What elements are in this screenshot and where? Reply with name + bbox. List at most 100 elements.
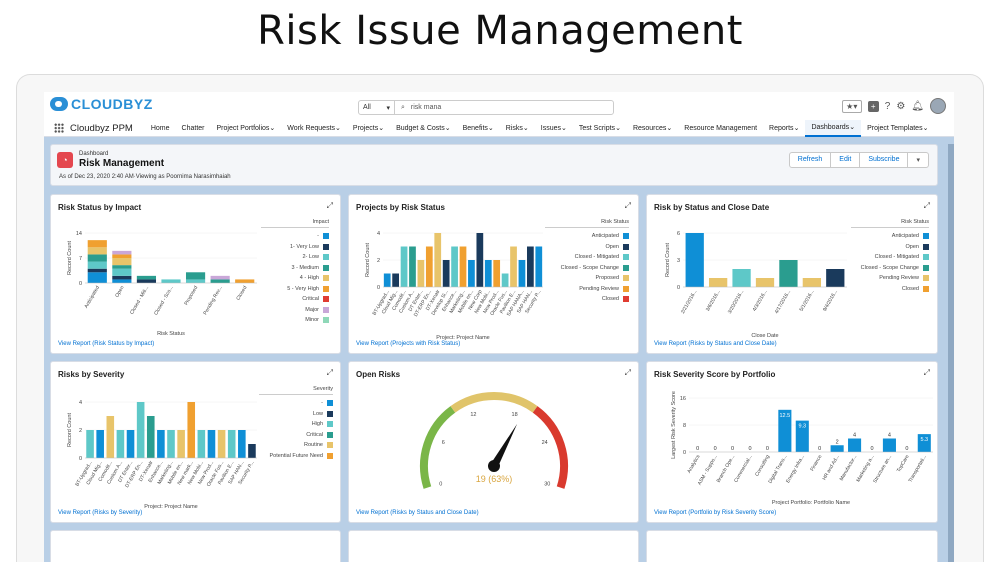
bar <box>501 273 509 287</box>
data-label: 9.3 <box>798 424 806 430</box>
view-report-link[interactable]: View Report (Risks by Status and Close D… <box>356 510 479 516</box>
bar-segment <box>87 254 107 262</box>
nav-item[interactable]: Projects ⌄ <box>347 120 390 137</box>
nav-item[interactable]: Reports ⌄ <box>763 120 805 137</box>
legend-item[interactable]: 4 - High <box>261 273 329 284</box>
legend-item[interactable]: Closed - Scope Change <box>851 263 929 274</box>
data-label: 0 <box>714 446 717 452</box>
legend-item[interactable]: Closed - Scope Change <box>545 263 629 274</box>
legend-item[interactable]: Open <box>545 242 629 253</box>
bar <box>755 278 775 287</box>
expand-icon[interactable]: ⤢ <box>326 201 333 210</box>
view-report-link[interactable]: View Report (Projects with Risk Status) <box>356 341 461 347</box>
expand-icon[interactable]: ⤢ <box>923 368 930 377</box>
logo[interactable]: CLOUDBYZ <box>50 96 153 112</box>
data-label: 0 <box>696 446 699 452</box>
legend-item[interactable]: 3 - Medium <box>261 263 329 274</box>
nav-item[interactable]: Work Requests ⌄ <box>281 120 347 137</box>
nav-item[interactable]: Dashboards ⌄ <box>805 119 862 137</box>
legend-item[interactable]: Pending Review <box>545 284 629 295</box>
nav-item[interactable]: Project Portfolios ⌄ <box>211 120 282 137</box>
nav-item[interactable]: Resource Management <box>678 120 763 137</box>
x-tick-label: Finance <box>809 454 823 473</box>
nav-item[interactable]: Risks ⌄ <box>500 120 535 137</box>
expand-icon[interactable]: ⤢ <box>923 201 930 210</box>
legend-title: Severity <box>259 386 333 395</box>
bar <box>383 273 391 287</box>
legend-item[interactable]: 5 - Very High <box>261 284 329 295</box>
close-date-chart: 0 3 6 Record Count Close Date 2/21/2016... 3/6… <box>665 231 847 339</box>
legend-item[interactable]: Critical <box>259 430 333 441</box>
bar <box>685 233 704 287</box>
data-label: 0 <box>731 446 734 452</box>
gear-icon[interactable]: ⚙ <box>896 100 906 112</box>
legend-item[interactable]: - <box>261 231 329 242</box>
legend-item[interactable]: Potential Future Need <box>259 451 333 462</box>
nav-item[interactable]: Resources ⌄ <box>627 120 678 137</box>
view-report-link[interactable]: View Report (Risks by Status and Close D… <box>654 341 777 347</box>
bar <box>795 420 809 452</box>
more-actions-button[interactable]: ▾ <box>916 157 920 164</box>
legend-item[interactable]: Routine <box>259 440 333 451</box>
legend-item[interactable]: Closed - Mitigated <box>851 252 929 263</box>
bell-icon[interactable]: 🔔︎ <box>911 100 924 112</box>
legend-item[interactable]: Minor <box>261 315 329 326</box>
edit-button[interactable]: Edit <box>831 153 861 167</box>
nav-item[interactable]: Test Scripts ⌄ <box>573 120 627 137</box>
add-icon[interactable]: + <box>867 100 879 112</box>
legend-item[interactable]: 1- Very Low <box>261 242 329 253</box>
view-report-link[interactable]: View Report (Portfolio by Risk Severity … <box>654 510 777 516</box>
app-launcher-icon[interactable] <box>54 123 64 133</box>
x-tick-label: 5/1/2016... <box>799 289 816 312</box>
gauge-needle <box>490 423 518 468</box>
search-scope-select[interactable]: All ▾ <box>359 101 395 114</box>
expand-icon[interactable]: ⤢ <box>624 201 631 210</box>
legend-title: Risk Status <box>851 219 929 228</box>
view-report-link[interactable]: View Report (Risks by Severity) <box>58 510 143 516</box>
legend-item[interactable]: Major <box>261 305 329 316</box>
legend-item[interactable]: 2- Low <box>261 252 329 263</box>
x-tick-label: Closed <box>235 285 248 302</box>
expand-icon[interactable]: ⤢ <box>326 368 333 377</box>
bar-segment <box>161 279 181 283</box>
help-icon[interactable]: ? <box>884 100 891 112</box>
legend-swatch <box>327 442 333 449</box>
legend-item[interactable]: Closed <box>851 284 929 295</box>
subscribe-button[interactable]: Subscribe <box>860 153 909 167</box>
legend-title: Risk Status <box>545 219 629 228</box>
bar <box>227 430 236 458</box>
legend-item[interactable]: High <box>259 419 333 430</box>
nav-item[interactable]: Project Templates ⌄ <box>861 120 934 137</box>
data-label: 0 <box>905 446 908 452</box>
y-tick-label: 3 <box>677 258 680 264</box>
bar <box>400 246 408 287</box>
refresh-button[interactable]: Refresh <box>790 153 832 167</box>
legend-label: Closed - Scope Change <box>560 264 619 271</box>
legend-item[interactable]: Critical <box>261 294 329 305</box>
legend-item[interactable]: Low <box>259 409 333 420</box>
bar <box>187 402 196 458</box>
avatar[interactable] <box>930 98 946 114</box>
severity-legend: Severity - Low High Critical Routine Potential… <box>259 386 333 461</box>
legend-item[interactable]: Closed - Mitigated <box>545 252 629 263</box>
legend-item[interactable]: Pending Review <box>851 273 929 284</box>
expand-icon[interactable]: ⤢ <box>624 368 631 377</box>
legend-item[interactable]: Anticipated <box>545 231 629 242</box>
nav-item[interactable]: Budget & Costs ⌄ <box>390 120 457 137</box>
legend-item[interactable]: Closed <box>545 294 629 305</box>
view-report-link[interactable]: View Report (Risk Status by Impact) <box>58 341 155 347</box>
scrollbar[interactable] <box>948 144 954 562</box>
legend-item[interactable]: Anticipated <box>851 231 929 242</box>
global-search[interactable]: All ▾ ⌕ risk mana <box>358 100 614 115</box>
nav-item[interactable]: Issues ⌄ <box>535 120 573 137</box>
legend-item[interactable]: Proposed <box>545 273 629 284</box>
legend-item[interactable]: Open <box>851 242 929 253</box>
nav-item[interactable]: Benefits ⌄ <box>457 120 500 137</box>
nav-item[interactable]: Home <box>145 120 176 137</box>
favorites-star-icon[interactable]: ★▾ <box>841 99 862 113</box>
search-input[interactable]: risk mana <box>410 104 442 111</box>
legend-item[interactable]: - <box>259 398 333 409</box>
bar <box>826 269 845 287</box>
nav-item[interactable]: Chatter <box>176 120 211 137</box>
